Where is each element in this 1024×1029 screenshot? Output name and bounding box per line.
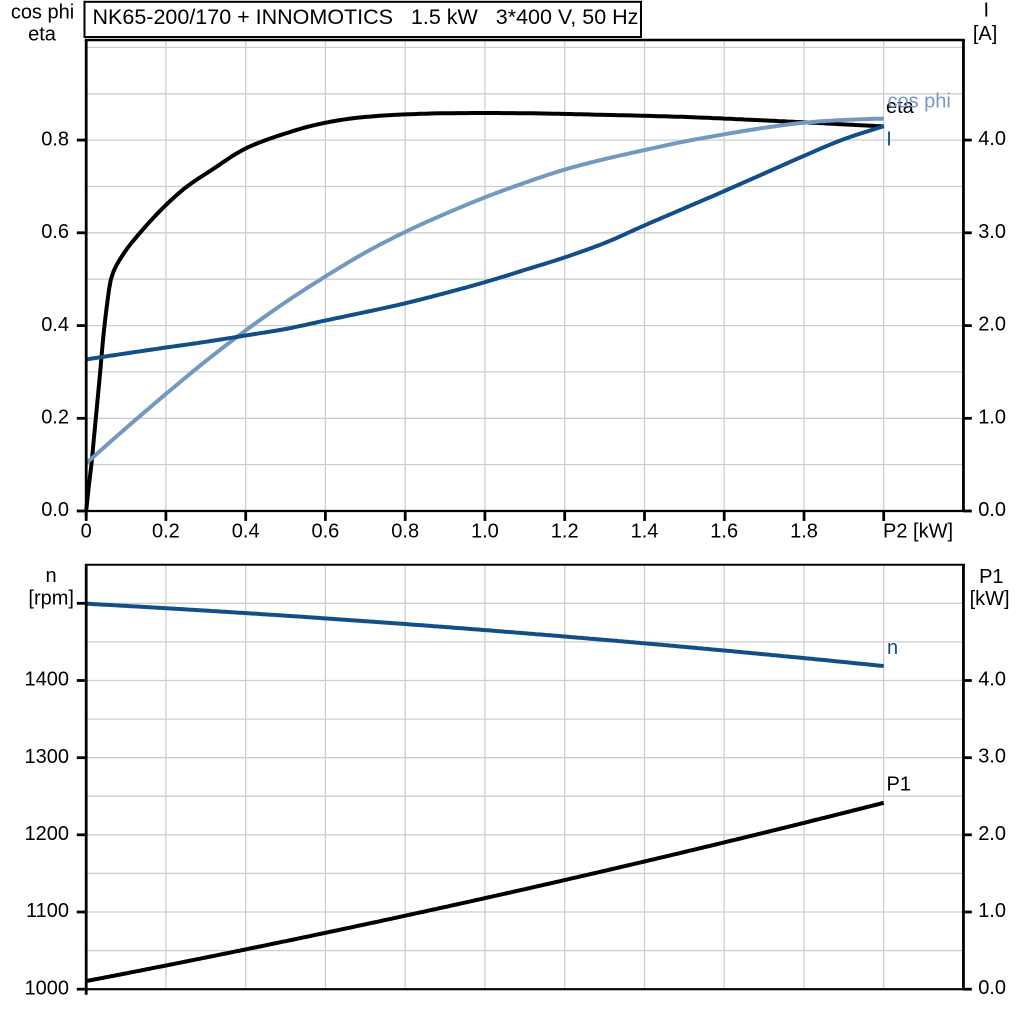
svg-text:1000: 1000 [25, 977, 70, 999]
svg-text:1.2: 1.2 [551, 520, 579, 542]
svg-text:1400: 1400 [25, 669, 70, 691]
svg-text:0.4: 0.4 [232, 520, 260, 542]
svg-text:0.6: 0.6 [41, 221, 69, 243]
svg-text:cos phi: cos phi [11, 1, 74, 23]
svg-text:1.0: 1.0 [978, 900, 1006, 922]
svg-text:1.4: 1.4 [631, 520, 659, 542]
svg-text:1.8: 1.8 [790, 520, 818, 542]
svg-text:0.8: 0.8 [391, 520, 419, 542]
svg-text:0.0: 0.0 [978, 977, 1006, 999]
svg-text:3.0: 3.0 [978, 746, 1006, 768]
svg-text:0.2: 0.2 [152, 520, 180, 542]
svg-text:I: I [984, 0, 990, 22]
svg-text:1.6: 1.6 [710, 520, 738, 542]
svg-text:NK65-200/170 + INNOMOTICS 1.: NK65-200/170 + INNOMOTICS 1.5 kW 3*400 V… [93, 5, 639, 29]
svg-text:P1: P1 [887, 774, 911, 796]
svg-text:I: I [886, 129, 892, 151]
svg-text:2.0: 2.0 [978, 823, 1006, 845]
svg-text:0: 0 [81, 520, 92, 542]
svg-text:[kW]: [kW] [970, 588, 1010, 610]
svg-text:4.0: 4.0 [978, 669, 1006, 691]
svg-text:0.0: 0.0 [978, 499, 1006, 521]
svg-text:1200: 1200 [25, 823, 70, 845]
svg-text:3.0: 3.0 [978, 221, 1006, 243]
svg-text:eta: eta [886, 96, 915, 118]
svg-text:n: n [45, 565, 56, 587]
svg-text:1.0: 1.0 [978, 406, 1006, 428]
svg-text:0.0: 0.0 [41, 499, 69, 521]
svg-text:1300: 1300 [25, 746, 70, 768]
svg-text:1.0: 1.0 [471, 520, 499, 542]
svg-text:[A]: [A] [973, 23, 997, 45]
svg-text:P2 [kW]: P2 [kW] [883, 520, 953, 542]
svg-text:0.8: 0.8 [41, 128, 69, 150]
svg-text:4.0: 4.0 [978, 128, 1006, 150]
svg-text:n: n [887, 637, 898, 659]
svg-text:P1: P1 [979, 566, 1003, 588]
svg-text:[rpm]: [rpm] [28, 588, 74, 610]
svg-text:2.0: 2.0 [978, 314, 1006, 336]
svg-text:cos phi: cos phi [888, 91, 951, 113]
svg-text:1100: 1100 [26, 900, 69, 922]
svg-text:0.4: 0.4 [41, 314, 69, 336]
svg-text:0.2: 0.2 [41, 407, 69, 429]
svg-text:0.6: 0.6 [311, 520, 339, 542]
svg-text:eta: eta [28, 23, 57, 45]
